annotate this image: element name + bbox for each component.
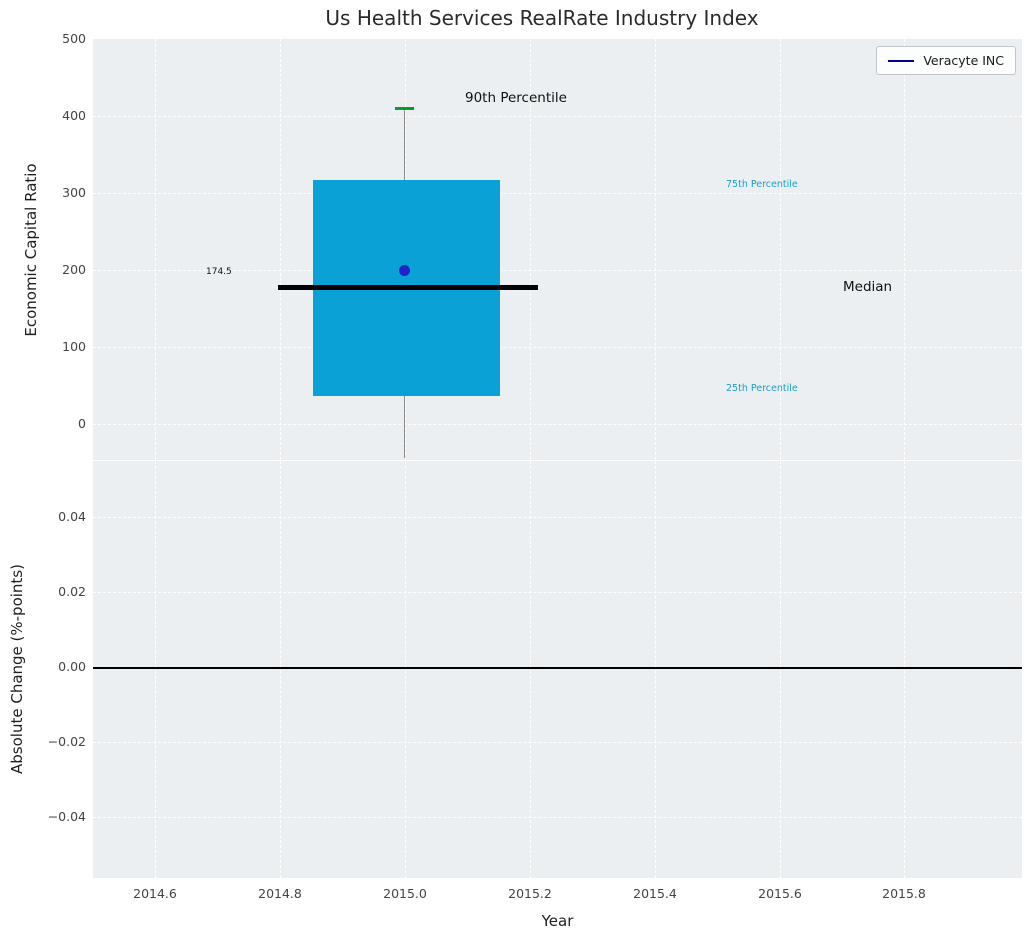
- legend-line-swatch: [888, 59, 915, 62]
- y-tick-label: 100: [62, 339, 86, 354]
- gridline: [780, 39, 781, 460]
- gridline: [280, 461, 281, 878]
- gridline: [655, 461, 656, 878]
- gridline: [904, 461, 905, 878]
- gridline: [93, 517, 1022, 518]
- gridline: [93, 347, 1022, 348]
- gridline: [93, 270, 1022, 271]
- bottom-plot-area: [93, 461, 1022, 878]
- chart-title: Us Health Services RealRate Industry Ind…: [325, 6, 759, 30]
- legend: Veracyte INC: [876, 46, 1016, 75]
- median-line: [278, 285, 538, 290]
- bottom-y-axis-label: Absolute Change (%-points): [8, 564, 26, 774]
- x-tick-label: 2015.8: [882, 886, 926, 901]
- y-tick-label: 400: [62, 108, 86, 123]
- p25-annotation: 25th Percentile: [726, 383, 798, 394]
- p75-annotation: 75th Percentile: [726, 179, 798, 190]
- gridline: [155, 461, 156, 878]
- y-tick-label: −0.02: [47, 734, 86, 749]
- x-tick-label: 2015.2: [508, 886, 552, 901]
- y-tick-label: 200: [62, 262, 86, 277]
- gridline: [93, 424, 1022, 425]
- gridline: [93, 193, 1022, 194]
- y-tick-label: 300: [62, 185, 86, 200]
- y-tick-label: 500: [62, 31, 86, 46]
- gridline: [405, 461, 406, 878]
- x-tick-label: 2014.8: [258, 886, 302, 901]
- p90-annotation: 90th Percentile: [465, 90, 567, 106]
- gridline: [155, 39, 156, 460]
- gridline: [93, 116, 1022, 117]
- y-tick-label: 0: [78, 416, 86, 431]
- company-point: [399, 265, 410, 276]
- gridline: [780, 461, 781, 878]
- y-tick-label: 0.04: [58, 509, 86, 524]
- top-y-axis-label: Economic Capital Ratio: [22, 163, 40, 337]
- y-tick-label: 0.00: [58, 659, 86, 674]
- top-plot-area: 90th Percentile 75th Percentile 25th Per…: [93, 39, 1022, 460]
- median-value-annotation: 174.5: [206, 267, 232, 277]
- x-tick-label: 2014.6: [133, 886, 177, 901]
- legend-label: Veracyte INC: [923, 53, 1004, 68]
- x-axis-label: Year: [541, 912, 574, 930]
- y-tick-label: 0.02: [58, 584, 86, 599]
- gridline: [93, 592, 1022, 593]
- gridline: [93, 817, 1022, 818]
- x-tick-label: 2015.4: [633, 886, 677, 901]
- median-annotation: Median: [843, 279, 893, 295]
- x-tick-label: 2015.0: [383, 886, 427, 901]
- gridline: [530, 39, 531, 460]
- p90-whisker-cap: [395, 107, 414, 110]
- gridline: [530, 461, 531, 878]
- gridline: [93, 742, 1022, 743]
- gridline: [655, 39, 656, 460]
- y-tick-label: −0.04: [47, 809, 86, 824]
- x-tick-label: 2015.6: [758, 886, 802, 901]
- zero-reference-line: [93, 667, 1022, 669]
- gridline: [904, 39, 905, 460]
- gridline: [280, 39, 281, 460]
